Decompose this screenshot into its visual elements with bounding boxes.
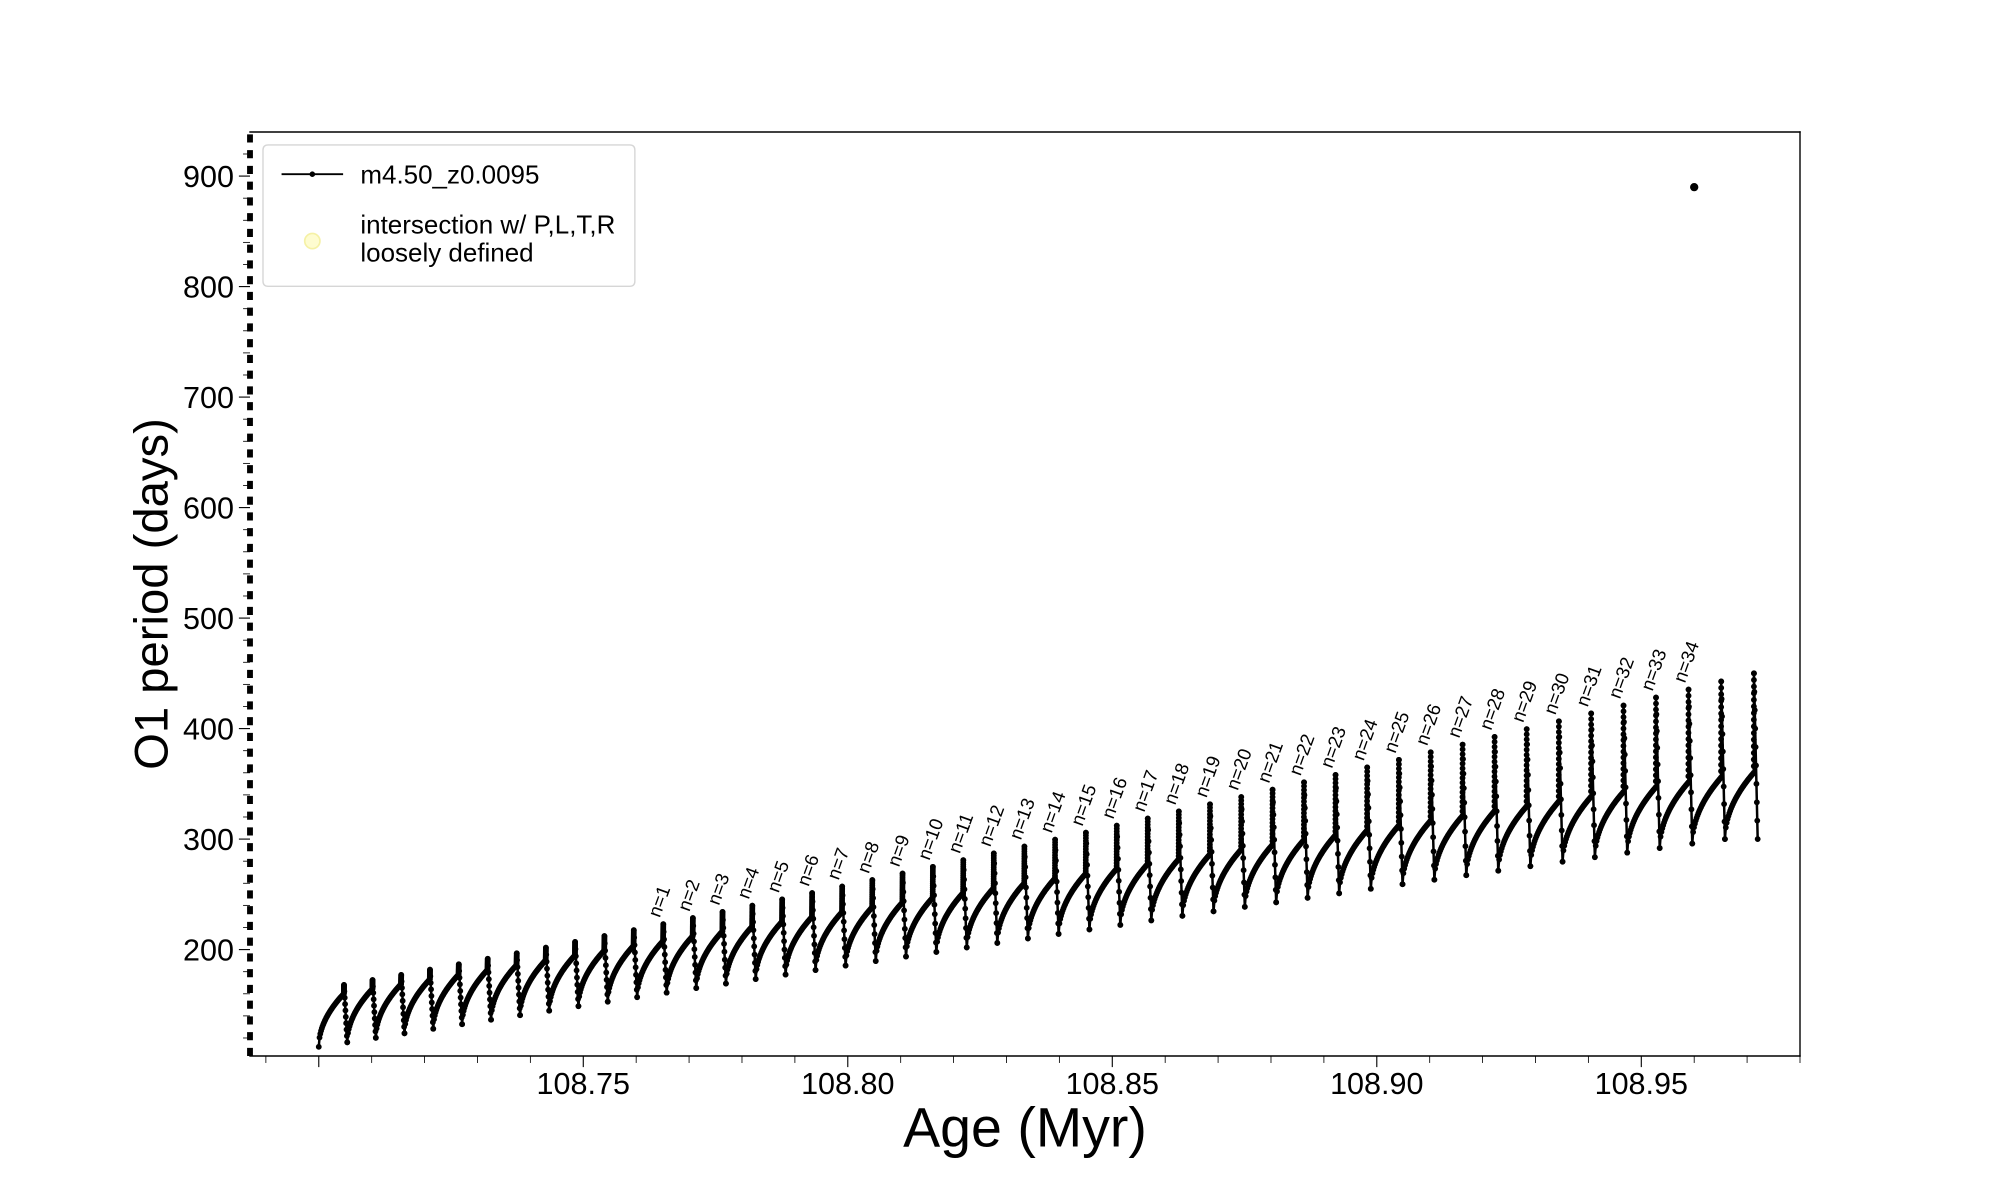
svg-text:108.75: 108.75 — [537, 1067, 630, 1101]
svg-text:Age (Myr): Age (Myr) — [903, 1096, 1147, 1158]
svg-text:400: 400 — [183, 713, 234, 747]
svg-text:300: 300 — [183, 823, 234, 857]
svg-text:O1 period (days): O1 period (days) — [126, 418, 179, 770]
svg-text:108.90: 108.90 — [1330, 1067, 1423, 1101]
svg-text:m4.50_z0.0095: m4.50_z0.0095 — [360, 159, 539, 189]
svg-text:loosely defined: loosely defined — [360, 237, 533, 267]
svg-text:500: 500 — [183, 602, 234, 636]
svg-text:700: 700 — [183, 381, 234, 415]
svg-text:108.95: 108.95 — [1595, 1067, 1688, 1101]
svg-text:800: 800 — [183, 271, 234, 305]
svg-text:intersection w/ P,L,T,R: intersection w/ P,L,T,R — [360, 209, 615, 239]
svg-text:900: 900 — [183, 160, 234, 194]
svg-text:600: 600 — [183, 492, 234, 526]
svg-text:200: 200 — [183, 934, 234, 968]
svg-text:108.80: 108.80 — [801, 1067, 894, 1101]
